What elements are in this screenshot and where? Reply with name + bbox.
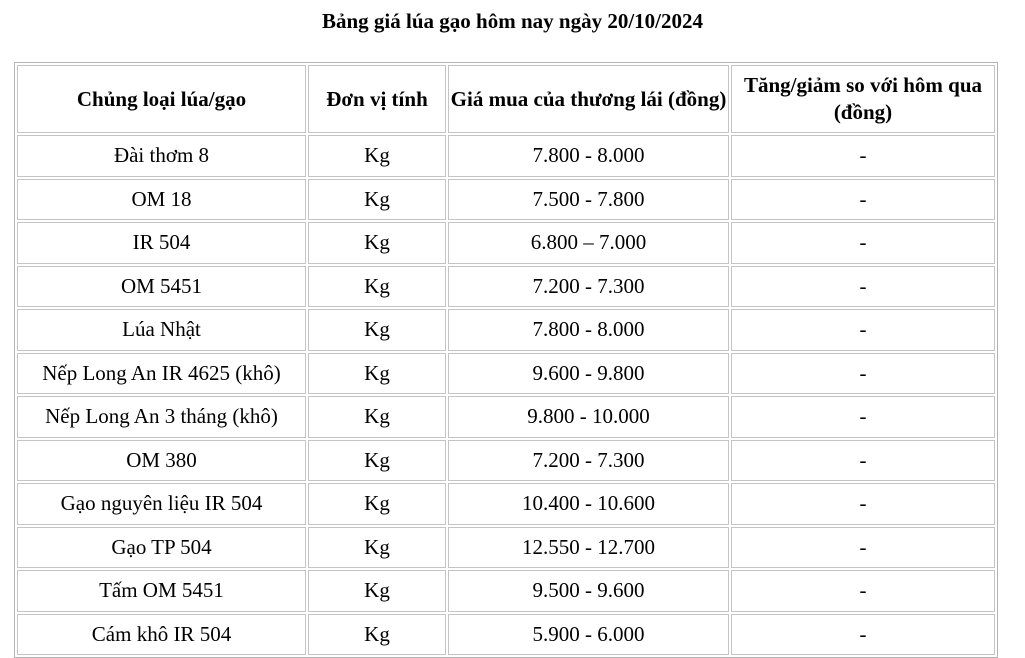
cell-change: - (731, 439, 995, 481)
table-row: Gạo TP 504 Kg 12.550 - 12.700- (17, 526, 995, 568)
cell-price: 7.500 - 7.800 (448, 178, 729, 220)
cell-unit: Kg (308, 396, 446, 438)
cell-unit: Kg (308, 439, 446, 481)
cell-price: 7.800 - 8.000 (448, 309, 729, 351)
cell-price: 12.550 - 12.700 (448, 526, 729, 568)
table-row: OM 18 Kg 7.500 - 7.800- (17, 178, 995, 220)
cell-unit: Kg (308, 613, 446, 655)
page-title: Bảng giá lúa gạo hôm nay ngày 20/10/2024 (322, 9, 703, 33)
cell-change: - (731, 222, 995, 264)
cell-price: 7.800 - 8.000 (448, 135, 729, 177)
cell-unit: Kg (308, 178, 446, 220)
cell-variety: Cám khô IR 504 (17, 613, 306, 655)
cell-variety: Đài thơm 8 (17, 135, 306, 177)
cell-unit: Kg (308, 526, 446, 568)
cell-change: - (731, 526, 995, 568)
header-change: Tăng/giảm so với hôm qua (đồng) (731, 65, 995, 133)
cell-change: - (731, 135, 995, 177)
table-row: Gạo nguyên liệu IR 504 Kg 10.400 - 10.600- (17, 483, 995, 525)
table-row: Đài thơm 8 Kg 7.800 - 8.000- (17, 135, 995, 177)
cell-price: 9.600 - 9.800 (448, 352, 729, 394)
cell-change: - (731, 483, 995, 525)
table-row: Tấm OM 5451 Kg 9.500 - 9.600- (17, 570, 995, 612)
cell-unit: Kg (308, 135, 446, 177)
header-price: Giá mua của thương lái (đồng) (448, 65, 729, 133)
rice-price-table: Chủng loại lúa/gạo Đơn vị tính Giá mua c… (14, 62, 998, 658)
cell-variety: Tấm OM 5451 (17, 570, 306, 612)
cell-price: 9.800 - 10.000 (448, 396, 729, 438)
cell-price: 7.200 - 7.300 (448, 265, 729, 307)
cell-unit: Kg (308, 352, 446, 394)
cell-change: - (731, 265, 995, 307)
table-row: OM 5451 Kg 7.200 - 7.300- (17, 265, 995, 307)
table-row: Nếp Long An IR 4625 (khô) Kg 9.600 - 9.800… (17, 352, 995, 394)
cell-unit: Kg (308, 483, 446, 525)
cell-price: 10.400 - 10.600 (448, 483, 729, 525)
cell-unit: Kg (308, 570, 446, 612)
cell-variety: Gạo nguyên liệu IR 504 (17, 483, 306, 525)
cell-change: - (731, 178, 995, 220)
cell-variety: OM 380 (17, 439, 306, 481)
cell-price: 7.200 - 7.300 (448, 439, 729, 481)
table-row: IR 504 Kg 6.800 – 7.000- (17, 222, 995, 264)
table-header-row: Chủng loại lúa/gạo Đơn vị tính Giá mua c… (17, 65, 995, 133)
table-row: OM 380 Kg 7.200 - 7.300- (17, 439, 995, 481)
cell-change: - (731, 613, 995, 655)
cell-change: - (731, 352, 995, 394)
cell-change: - (731, 309, 995, 351)
table-row: Cám khô IR 504 Kg 5.900 - 6.000- (17, 613, 995, 655)
cell-variety: OM 18 (17, 178, 306, 220)
cell-change: - (731, 396, 995, 438)
cell-unit: Kg (308, 265, 446, 307)
cell-price: 5.900 - 6.000 (448, 613, 729, 655)
cell-variety: Gạo TP 504 (17, 526, 306, 568)
cell-variety: Nếp Long An 3 tháng (khô) (17, 396, 306, 438)
cell-variety: Nếp Long An IR 4625 (khô) (17, 352, 306, 394)
header-unit: Đơn vị tính (308, 65, 446, 133)
cell-variety: OM 5451 (17, 265, 306, 307)
cell-unit: Kg (308, 222, 446, 264)
cell-change: - (731, 570, 995, 612)
cell-variety: Lúa Nhật (17, 309, 306, 351)
table-row: Nếp Long An 3 tháng (khô) Kg 9.800 - 10.00… (17, 396, 995, 438)
header-variety: Chủng loại lúa/gạo (17, 65, 306, 133)
cell-variety: IR 504 (17, 222, 306, 264)
cell-price: 6.800 – 7.000 (448, 222, 729, 264)
cell-price: 9.500 - 9.600 (448, 570, 729, 612)
table-row: Lúa Nhật Kg 7.800 - 8.000- (17, 309, 995, 351)
cell-unit: Kg (308, 309, 446, 351)
